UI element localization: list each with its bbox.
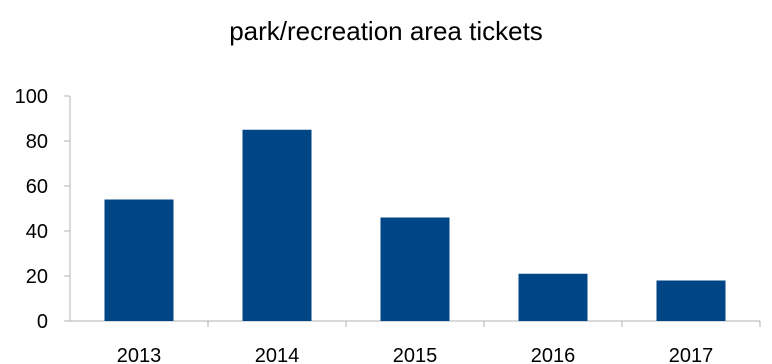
x-tick-label: 2017 [669,345,714,364]
bar-2016 [518,273,588,321]
y-tick-label: 20 [26,266,48,288]
bar-2015 [380,217,450,321]
bar-2017 [656,280,726,321]
y-tick-label: 0 [37,311,48,333]
y-tick-labels: 0 20 40 60 80 100 [15,86,48,333]
x-tick-labels: 2013 2014 2015 2016 2017 [117,345,714,364]
y-tick-label: 80 [26,131,48,153]
x-tick-label: 2014 [255,345,300,364]
x-tick-label: 2013 [117,345,162,364]
x-tick-label: 2016 [531,345,576,364]
bar-2014 [242,129,312,321]
y-tick-label: 100 [15,86,48,108]
chart-title: park/recreation area tickets [229,16,543,46]
x-tick-label: 2015 [393,345,438,364]
y-tick-label: 40 [26,221,48,243]
y-tick-label: 60 [26,176,48,198]
bars [104,129,726,321]
bar-2013 [104,199,174,321]
